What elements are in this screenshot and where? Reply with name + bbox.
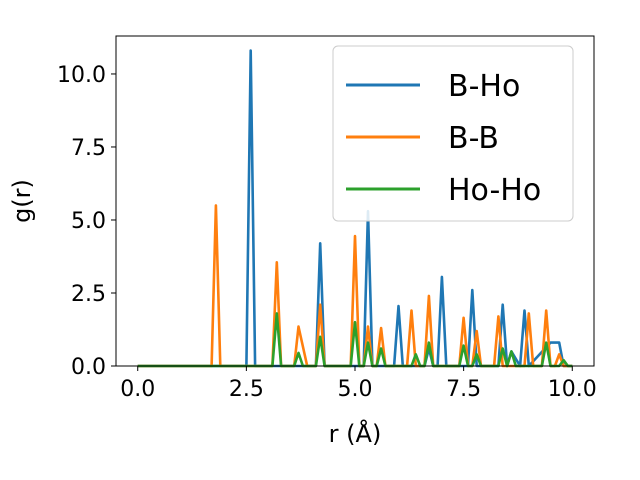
series-line-b-b <box>137 204 573 368</box>
x-axis: 0.0 2.5 5.0 7.5 10.0 <box>120 366 597 402</box>
y-axis-title: g(r) <box>8 179 36 223</box>
y-tick-label: 7.5 <box>71 136 106 161</box>
y-axis: 0.0 2.5 5.0 7.5 10.0 <box>57 63 116 380</box>
legend: B-Ho B-B Ho-Ho <box>332 45 574 222</box>
y-tick-label: 5.0 <box>71 209 106 234</box>
x-axis-title: r (Å) <box>329 419 382 448</box>
y-tick-label: 10.0 <box>57 63 106 88</box>
legend-label: B-B <box>448 121 499 156</box>
x-tick-label: 0.0 <box>120 377 155 402</box>
x-tick-label: 10.0 <box>548 377 597 402</box>
legend-label: Ho-Ho <box>448 173 541 208</box>
y-tick-label: 0.0 <box>71 355 106 380</box>
legend-label: B-Ho <box>448 69 520 104</box>
x-tick-label: 7.5 <box>446 377 481 402</box>
x-tick-label: 5.0 <box>338 377 373 402</box>
legend-frame <box>332 45 574 222</box>
y-tick-label: 2.5 <box>71 282 106 307</box>
x-tick-label: 2.5 <box>229 377 264 402</box>
